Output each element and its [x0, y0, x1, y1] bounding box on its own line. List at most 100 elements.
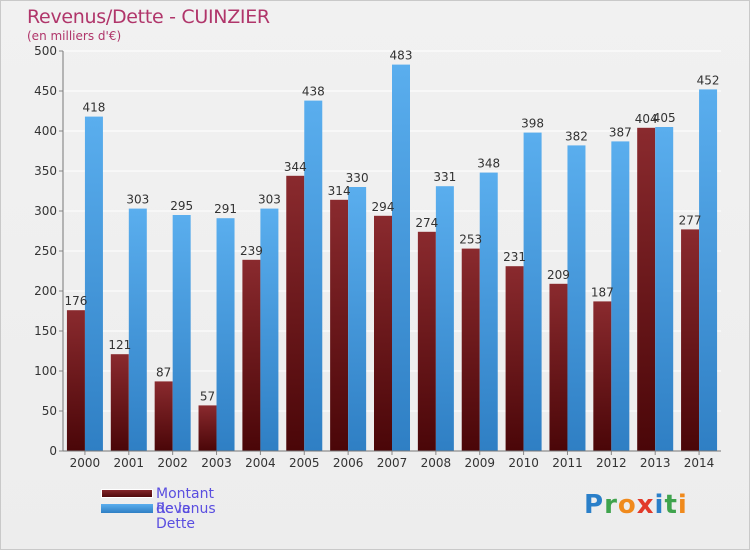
data-label-dette: 274	[415, 216, 438, 230]
x-tick-label: 2014	[684, 456, 715, 470]
y-tick-label: 400	[34, 124, 57, 138]
data-label-revenus: 291	[214, 202, 237, 216]
bar-dette	[417, 231, 436, 451]
bar-dette	[330, 199, 349, 451]
bar-dette	[198, 405, 217, 451]
bar-revenus	[479, 172, 498, 451]
logo-letter: P	[584, 490, 605, 520]
y-tick-label: 300	[34, 204, 57, 218]
bar-revenus	[348, 187, 367, 451]
legend-swatch-dette	[101, 489, 153, 498]
bar-revenus	[172, 215, 191, 451]
data-label-revenus: 303	[126, 193, 149, 207]
bar-revenus	[216, 218, 235, 451]
y-tick-label: 0	[49, 444, 57, 458]
bar-revenus	[611, 141, 630, 451]
data-label-dette: 404	[635, 112, 658, 126]
data-labels: 176 418 121 303 87 295 57 291 239 303 344 438 314330…	[64, 49, 719, 404]
data-label-dette: 121	[108, 338, 131, 352]
bar-revenus	[655, 127, 674, 451]
bar-revenus	[567, 145, 586, 451]
chart-subtitle: (en milliers d'€)	[27, 29, 122, 43]
y-tick-label: 100	[34, 364, 57, 378]
bar-dette	[286, 175, 305, 452]
x-tick-label: 2008	[421, 456, 452, 470]
data-label-dette: 187	[591, 285, 614, 299]
bar-revenus	[392, 64, 410, 451]
logo-letter: o	[617, 490, 637, 520]
bar-revenus	[304, 100, 323, 451]
data-label-revenus: 387	[609, 125, 632, 139]
data-label-dette: 209	[547, 268, 570, 282]
bar-revenus	[128, 208, 147, 451]
bar-revenus	[260, 208, 279, 451]
data-label-dette: 277	[679, 213, 702, 227]
x-tick-label: 2004	[245, 456, 276, 470]
x-tick-label: 2012	[596, 456, 627, 470]
x-tick-label: 2005	[289, 456, 320, 470]
data-label-revenus: 438	[302, 85, 325, 99]
data-label-revenus: 295	[170, 199, 193, 213]
x-tick-label: 2003	[201, 456, 232, 470]
logo-letter: i	[677, 490, 688, 520]
chart-title: Revenus/Dette - CUINZIER	[27, 6, 270, 28]
y-tick-label: 500	[34, 44, 57, 58]
data-label-dette: 176	[64, 294, 87, 308]
logo-letter: x	[636, 490, 655, 520]
data-label-revenus: 303	[258, 193, 281, 207]
y-tick-label: 150	[34, 324, 57, 338]
data-label-dette: 344	[284, 160, 307, 174]
x-tick-labels: 2000 2001 2002 2003 2004 2005 2006 2007 2008 2009…	[70, 451, 715, 470]
data-label-revenus: 348	[477, 157, 500, 171]
logo-letter: i	[654, 490, 665, 520]
data-label-dette: 253	[459, 233, 482, 247]
data-label-dette: 294	[372, 200, 395, 214]
bar-revenus	[523, 132, 542, 451]
bar-dette	[637, 127, 656, 452]
bar-dette	[681, 229, 700, 451]
bars	[66, 64, 718, 452]
bar-dette	[110, 354, 129, 451]
bar-dette	[505, 266, 524, 451]
x-tick-label: 2007	[377, 456, 408, 470]
bar-revenus	[699, 89, 718, 452]
y-tick-label: 350	[34, 164, 57, 178]
data-label-dette: 87	[156, 365, 171, 379]
x-tick-label: 2000	[70, 456, 101, 470]
data-label-revenus: 405	[653, 111, 676, 125]
bar-revenus	[84, 116, 103, 451]
data-label-dette: 314	[328, 184, 351, 198]
x-tick-label: 2006	[333, 456, 364, 470]
bar-dette	[549, 283, 568, 451]
x-tick-label: 2001	[114, 456, 145, 470]
data-label-revenus: 483	[390, 49, 413, 63]
y-tick-label: 200	[34, 284, 57, 298]
data-label-revenus: 398	[521, 117, 544, 131]
x-tick-label: 2011	[552, 456, 583, 470]
legend-swatch-revenus	[101, 504, 153, 513]
bar-dette	[242, 259, 261, 451]
data-label-revenus: 452	[697, 73, 720, 87]
bar-dette	[154, 381, 173, 451]
data-label-revenus: 331	[433, 170, 456, 184]
proxiti-logo: Proxiti	[584, 490, 688, 520]
logo-letter: r	[604, 490, 618, 520]
legend-label-dette: Montant de la Dette	[156, 486, 214, 532]
data-label-revenus: 330	[346, 171, 369, 185]
x-tick-label: 2010	[508, 456, 539, 470]
logo-letter: t	[664, 490, 678, 520]
x-tick-label: 2013	[640, 456, 671, 470]
data-label-revenus: 418	[82, 101, 105, 115]
bar-dette	[374, 215, 392, 451]
x-tick-label: 2009	[464, 456, 495, 470]
bar-dette	[461, 248, 480, 451]
y-tick-label: 450	[34, 84, 57, 98]
y-tick-labels: 0 50 100 150 200 250 300 350 400 450 500	[34, 44, 57, 458]
legend-label-revenus: Revenus	[156, 501, 216, 517]
y-tick-label: 250	[34, 244, 57, 258]
bar-revenus	[435, 186, 454, 451]
bar-dette	[593, 301, 612, 451]
data-label-dette: 57	[200, 389, 215, 403]
